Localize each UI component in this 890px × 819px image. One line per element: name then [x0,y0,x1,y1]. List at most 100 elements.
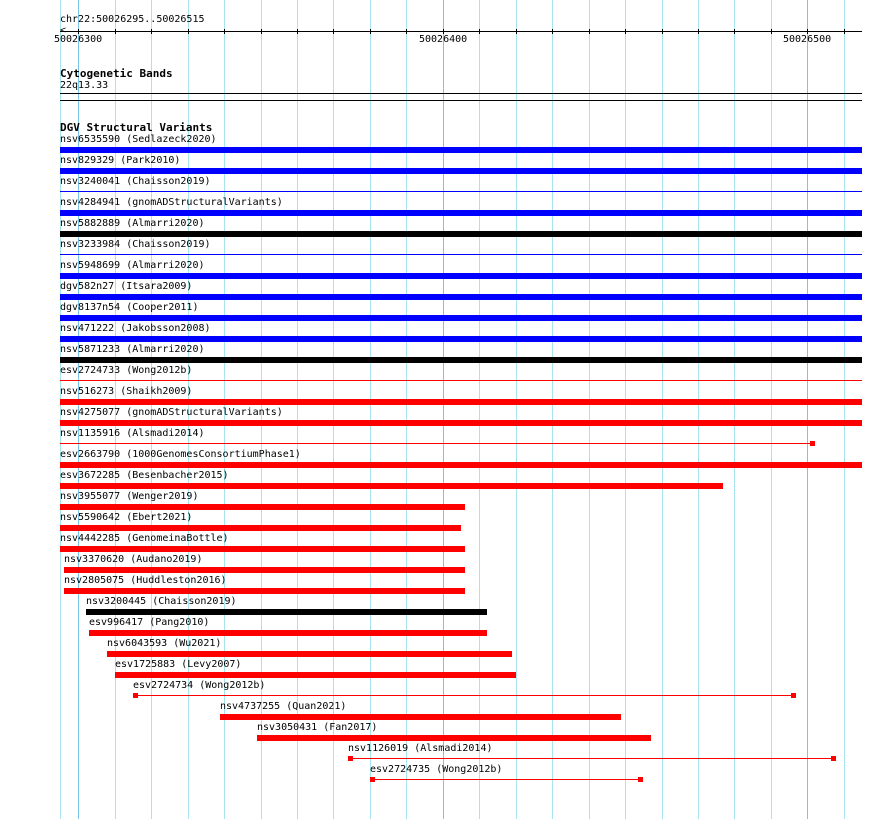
variant-feature[interactable] [60,273,862,279]
variant-label[interactable]: nsv3233984 (Chaisson2019) [60,239,211,250]
variant-label[interactable]: nsv829329 (Park2010) [60,155,181,166]
ruler-tick [297,29,298,34]
variant-feature[interactable] [60,380,862,381]
variant-feature[interactable] [60,525,461,531]
variant-label[interactable]: esv2724734 (Wong2012b) [133,680,266,691]
variant-label[interactable]: nsv5871233 (Almarri2020) [60,344,205,355]
grid-line [188,0,189,819]
variant-feature[interactable] [89,630,487,636]
variant-feature[interactable] [60,420,862,426]
grid-line [406,0,407,819]
variant-label[interactable]: esv996417 (Pang2010) [89,617,210,628]
grid-line [261,0,262,819]
variant-feature[interactable] [115,672,516,678]
variant-label[interactable]: esv2724733 (Wong2012b) [60,365,193,376]
variant-feature[interactable] [60,462,862,468]
grid-line [589,0,590,819]
variant-end-marker [791,693,796,698]
variant-label[interactable]: nsv3370620 (Audano2019) [64,554,203,565]
variant-label[interactable]: nsv471222 (Jakobsson2008) [60,323,211,334]
grid-line [78,0,79,819]
ruler-tick [771,29,772,34]
grid-line [552,0,553,819]
variant-feature[interactable] [60,168,862,174]
variant-feature[interactable] [64,567,465,573]
variant-end-marker [810,441,815,446]
variant-feature[interactable] [60,399,862,405]
grid-line [297,0,298,819]
ruler-tick [370,29,371,34]
variant-label[interactable]: nsv2805075 (Huddleston2016) [64,575,227,586]
variant-label[interactable]: nsv4737255 (Quan2021) [220,701,347,712]
grid-line [662,0,663,819]
variant-label[interactable]: nsv3200445 (Chaisson2019) [86,596,237,607]
variant-label[interactable]: dgv582n27 (Itsara2009) [60,281,193,292]
variant-feature[interactable] [348,758,836,759]
variant-label[interactable]: esv1725883 (Levy2007) [115,659,242,670]
ruler-tick [261,29,262,34]
variant-label[interactable]: nsv1126019 (Alsmadi2014) [348,743,493,754]
ruler-tick [224,29,225,34]
ruler-tick [115,29,116,34]
variant-label[interactable]: esv2724735 (Wong2012b) [370,764,503,775]
grid-line [734,0,735,819]
variant-feature[interactable] [60,191,862,192]
grid-line [224,0,225,819]
variant-label[interactable]: esv3672285 (Besenbacher2015) [60,470,229,481]
variant-feature[interactable] [60,357,862,363]
variant-feature[interactable] [60,336,862,342]
scroll-left-icon[interactable]: < [60,25,67,36]
variant-label[interactable]: nsv3955077 (Wenger2019) [60,491,199,502]
cytoband-line [60,93,862,94]
variant-label[interactable]: nsv4275077 (gnomADStructuralVariants) [60,407,283,418]
ruler-tick [662,29,663,34]
variant-feature[interactable] [60,546,465,552]
variant-end-marker [831,756,836,761]
variant-feature[interactable] [86,609,487,615]
variant-feature[interactable] [220,714,621,720]
variant-feature[interactable] [60,210,862,216]
grid-line [370,0,371,819]
variant-label[interactable]: nsv3240041 (Chaisson2019) [60,176,211,187]
ruler-tick [589,29,590,34]
variant-label[interactable]: nsv4442285 (GenomeinaBottle) [60,533,229,544]
variant-end-marker [133,693,138,698]
variant-label[interactable]: nsv5882889 (Almarri2020) [60,218,205,229]
variant-feature[interactable] [60,294,862,300]
track-separator [60,100,862,101]
variant-label[interactable]: nsv516273 (Shaikh2009) [60,386,193,397]
ruler-line [60,31,862,32]
variant-label[interactable]: nsv4284941 (gnomADStructuralVariants) [60,197,283,208]
grid-line [516,0,517,819]
variant-feature[interactable] [60,315,862,321]
ruler-tick [151,29,152,34]
variant-feature[interactable] [107,651,512,657]
variant-feature[interactable] [133,695,796,696]
grid-line [115,0,116,819]
variant-feature[interactable] [60,443,815,444]
variant-feature[interactable] [60,231,862,237]
variant-feature[interactable] [64,588,465,594]
ruler-tick [188,29,189,34]
grid-line [625,0,626,819]
variant-label[interactable]: nsv5948699 (Almarri2020) [60,260,205,271]
variant-end-marker [638,777,643,782]
grid-line [698,0,699,819]
variant-label[interactable]: nsv6535590 (Sedlazeck2020) [60,134,217,145]
variant-feature[interactable] [60,147,862,153]
grid-line [771,0,772,819]
variant-feature[interactable] [60,483,723,489]
grid-line [60,0,61,819]
variant-label[interactable]: nsv5590642 (Ebert2021) [60,512,193,523]
ruler-tick [807,29,808,34]
variant-label[interactable]: dgv8137n54 (Cooper2011) [60,302,199,313]
variant-feature[interactable] [257,735,651,741]
variant-label[interactable]: nsv3050431 (Fan2017) [257,722,378,733]
variant-feature[interactable] [60,254,862,255]
variant-feature[interactable] [370,779,643,780]
variant-label[interactable]: nsv1135916 (Alsmadi2014) [60,428,205,439]
variant-label[interactable]: nsv6043593 (Wu2021) [107,638,222,649]
variant-label[interactable]: esv2663790 (1000GenomesConsortiumPhase1) [60,449,301,460]
variant-feature[interactable] [60,504,465,510]
location-label: chr22:50026295..50026515 [60,14,205,25]
